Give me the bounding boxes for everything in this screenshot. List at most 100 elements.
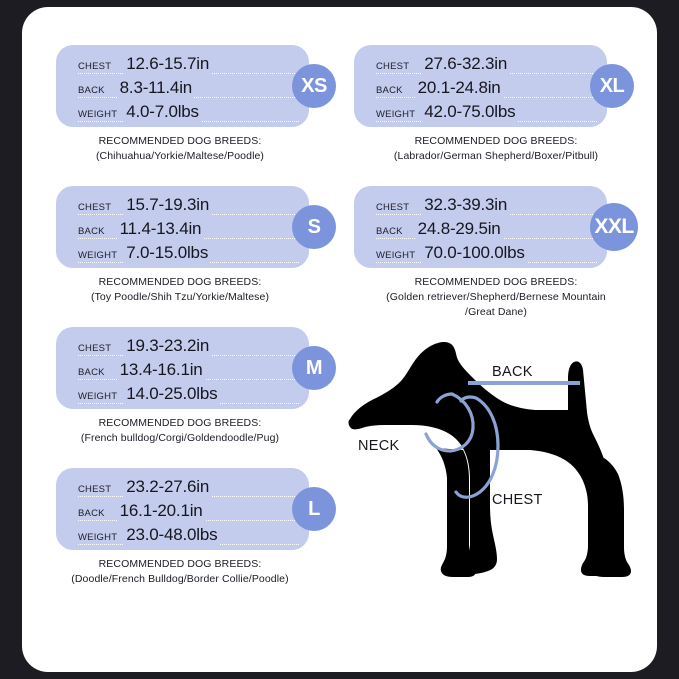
caption-heading: RECOMMENDED DOG BREEDS:	[98, 276, 262, 288]
size-block-s: CHEST 15.7-19.3in BACK 11.4-13.4in WEIGH…	[30, 186, 336, 305]
caption-breeds: (Toy Poodle/Shih Tzu/Yorkie/Maltese)	[90, 291, 270, 303]
row-value-chest: 27.6-32.3in	[422, 54, 510, 74]
size-badge-xxl: XXL	[590, 203, 638, 251]
dog-measurement-diagram: BACK NECK CHEST	[340, 320, 652, 588]
row-value-back: 24.8-29.5in	[415, 219, 503, 239]
size-row-chest: CHEST 27.6-32.3in	[354, 54, 607, 78]
size-badge-m: M	[292, 346, 336, 390]
breeds-caption-l: RECOMMENDED DOG BREEDS: (Doodle/French B…	[30, 557, 330, 587]
row-label-weight: WEIGHT	[376, 250, 419, 261]
row-value-back: 16.1-20.1in	[117, 501, 205, 521]
caption-heading: RECOMMENDED DOG BREEDS:	[414, 135, 578, 147]
size-block-xs: CHEST 12.6-15.7in BACK 8.3-11.4in WEIGHT…	[30, 45, 336, 164]
breeds-caption-xxl: RECOMMENDED DOG BREEDS: (Golden retrieve…	[340, 275, 652, 320]
row-value-weight: 4.0-7.0lbs	[124, 102, 201, 122]
caption-breeds: (French bulldog/Corgi/Goldendoodle/Pug)	[80, 432, 280, 444]
caption-heading: RECOMMENDED DOG BREEDS:	[98, 417, 262, 429]
size-block-xxl: CHEST 32.3-39.3in BACK 24.8-29.5in WEIGH…	[340, 186, 652, 320]
size-card-xxl: CHEST 32.3-39.3in BACK 24.8-29.5in WEIGH…	[354, 186, 607, 268]
size-card-m: CHEST 19.3-23.2in BACK 13.4-16.1in WEIGH…	[56, 327, 309, 409]
size-card-l: CHEST 23.2-27.6in BACK 16.1-20.1in WEIGH…	[56, 468, 309, 550]
row-label-chest: CHEST	[376, 202, 413, 213]
size-row-weight: WEIGHT 70.0-100.0lbs	[354, 243, 607, 267]
row-label-back: BACK	[78, 367, 108, 378]
size-row-chest: CHEST 15.7-19.3in	[56, 195, 309, 219]
size-row-back: BACK 11.4-13.4in	[56, 219, 309, 243]
row-label-back: BACK	[78, 85, 108, 96]
size-row-back: BACK 16.1-20.1in	[56, 501, 309, 525]
size-badge-xl: XL	[590, 64, 634, 108]
size-row-weight: WEIGHT 4.0-7.0lbs	[56, 102, 309, 126]
size-row-chest: CHEST 32.3-39.3in	[354, 195, 607, 219]
breeds-caption-xl: RECOMMENDED DOG BREEDS: (Labrador/German…	[340, 134, 652, 164]
size-row-back: BACK 24.8-29.5in	[354, 219, 607, 243]
caption-heading: RECOMMENDED DOG BREEDS:	[414, 276, 578, 288]
size-row-chest: CHEST 19.3-23.2in	[56, 336, 309, 360]
row-value-back: 8.3-11.4in	[117, 78, 195, 98]
caption-breeds: (Labrador/German Shepherd/Boxer/Pitbull)	[393, 150, 599, 162]
row-label-back: BACK	[78, 508, 108, 519]
caption-breeds: (Chihuahua/Yorkie/Maltese/Poodle)	[95, 150, 265, 162]
row-label-chest: CHEST	[376, 61, 413, 72]
caption-breeds: (Doodle/French Bulldog/Border Collie/Poo…	[71, 573, 289, 585]
row-value-back: 20.1-24.8in	[415, 78, 503, 98]
size-card-s: CHEST 15.7-19.3in BACK 11.4-13.4in WEIGH…	[56, 186, 309, 268]
chart-panel: CHEST 12.6-15.7in BACK 8.3-11.4in WEIGHT…	[22, 7, 657, 672]
row-value-weight: 42.0-75.0lbs	[422, 102, 518, 122]
row-label-back: BACK	[376, 226, 406, 237]
row-value-back: 13.4-16.1in	[117, 360, 205, 380]
size-row-weight: WEIGHT 14.0-25.0lbs	[56, 384, 309, 408]
size-row-weight: WEIGHT 7.0-15.0lbs	[56, 243, 309, 267]
size-badge-s: S	[292, 205, 336, 249]
row-label-chest: CHEST	[78, 61, 115, 72]
size-row-back: BACK 13.4-16.1in	[56, 360, 309, 384]
chest-measure-loop-tail	[459, 395, 478, 403]
caption-breeds-line2: /Great Dane)	[465, 306, 527, 318]
row-value-weight: 14.0-25.0lbs	[124, 384, 220, 404]
row-value-chest: 23.2-27.6in	[124, 477, 212, 497]
row-label-weight: WEIGHT	[376, 109, 419, 120]
diagram-label-back: BACK	[492, 364, 533, 380]
row-value-chest: 12.6-15.7in	[124, 54, 212, 74]
size-card-xl: CHEST 27.6-32.3in BACK 20.1-24.8in WEIGH…	[354, 45, 607, 127]
chest-measure-loop	[454, 396, 500, 499]
row-label-weight: WEIGHT	[78, 250, 121, 261]
size-badge-xs: XS	[292, 64, 336, 108]
diagram-label-neck: NECK	[358, 438, 400, 454]
row-label-chest: CHEST	[78, 484, 115, 495]
size-block-l: CHEST 23.2-27.6in BACK 16.1-20.1in WEIGH…	[30, 468, 336, 587]
size-block-xl: CHEST 27.6-32.3in BACK 20.1-24.8in WEIGH…	[340, 45, 652, 164]
row-value-chest: 15.7-19.3in	[124, 195, 212, 215]
size-row-weight: WEIGHT 23.0-48.0lbs	[56, 525, 309, 549]
dog-silhouette-icon	[348, 342, 631, 577]
size-column-left: CHEST 12.6-15.7in BACK 8.3-11.4in WEIGHT…	[30, 7, 336, 587]
breeds-caption-m: RECOMMENDED DOG BREEDS: (French bulldog/…	[30, 416, 330, 446]
size-row-chest: CHEST 12.6-15.7in	[56, 54, 309, 78]
size-block-m: CHEST 19.3-23.2in BACK 13.4-16.1in WEIGH…	[30, 327, 336, 446]
row-label-weight: WEIGHT	[78, 391, 121, 402]
caption-breeds: (Golden retriever/Shepherd/Bernese Mount…	[386, 291, 606, 303]
size-row-back: BACK 20.1-24.8in	[354, 78, 607, 102]
row-label-weight: WEIGHT	[78, 532, 121, 543]
size-row-back: BACK 8.3-11.4in	[56, 78, 309, 102]
neck-measure-loop-tail	[435, 392, 454, 404]
row-value-chest: 19.3-23.2in	[124, 336, 212, 356]
breeds-caption-s: RECOMMENDED DOG BREEDS: (Toy Poodle/Shih…	[30, 275, 330, 305]
row-label-weight: WEIGHT	[78, 109, 121, 120]
size-badge-l: L	[292, 487, 336, 531]
row-value-weight: 70.0-100.0lbs	[422, 243, 527, 263]
caption-heading: RECOMMENDED DOG BREEDS:	[98, 135, 262, 147]
row-value-weight: 23.0-48.0lbs	[124, 525, 220, 545]
size-row-chest: CHEST 23.2-27.6in	[56, 477, 309, 501]
row-value-weight: 7.0-15.0lbs	[124, 243, 211, 263]
row-label-chest: CHEST	[78, 343, 115, 354]
size-column-right: CHEST 27.6-32.3in BACK 20.1-24.8in WEIGH…	[340, 7, 652, 588]
size-card-xs: CHEST 12.6-15.7in BACK 8.3-11.4in WEIGHT…	[56, 45, 309, 127]
caption-heading: RECOMMENDED DOG BREEDS:	[98, 558, 262, 570]
row-value-back: 11.4-13.4in	[117, 219, 204, 239]
row-label-back: BACK	[376, 85, 406, 96]
size-row-weight: WEIGHT 42.0-75.0lbs	[354, 102, 607, 126]
breeds-caption-xs: RECOMMENDED DOG BREEDS: (Chihuahua/Yorki…	[30, 134, 330, 164]
diagram-label-chest: CHEST	[492, 492, 543, 508]
row-value-chest: 32.3-39.3in	[422, 195, 510, 215]
